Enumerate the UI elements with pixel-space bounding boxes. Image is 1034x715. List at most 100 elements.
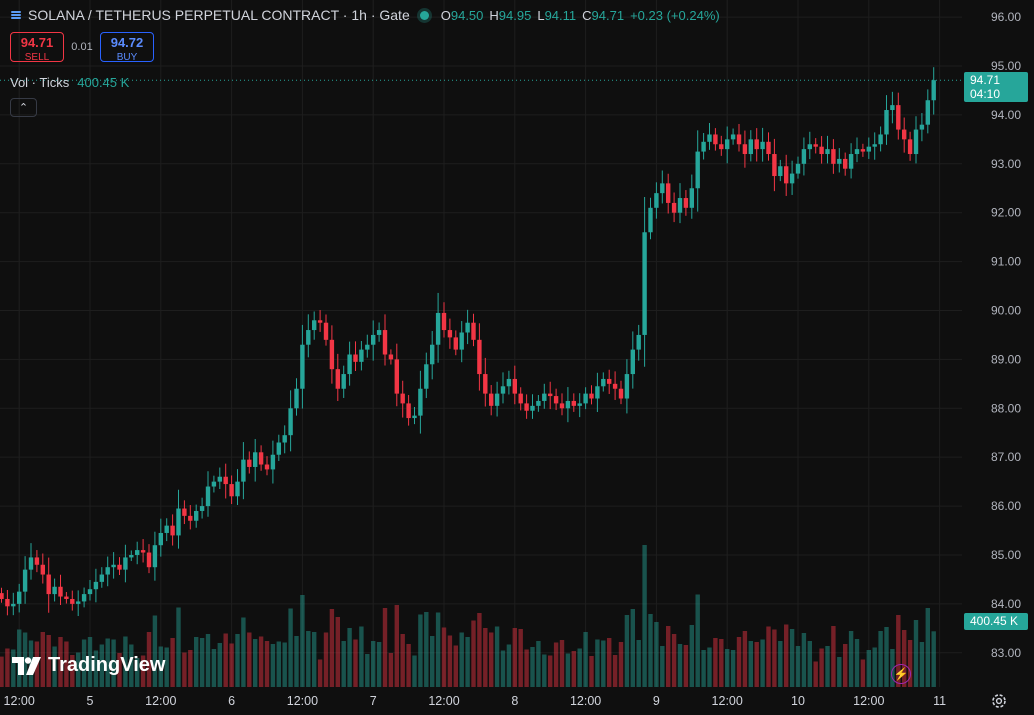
volume-bar (778, 641, 783, 687)
candle-body (589, 393, 594, 399)
volume-bar (795, 646, 801, 687)
candle-body (164, 525, 169, 533)
candle-body (772, 154, 777, 177)
candle-body (683, 198, 689, 208)
candle-body (400, 393, 405, 404)
candle-body (542, 393, 547, 401)
volume-bar (612, 655, 618, 687)
candle-body (766, 141, 771, 155)
volume-bar (518, 629, 523, 687)
volume-bar (589, 656, 594, 687)
candle-body (500, 386, 506, 394)
candle-body (784, 166, 789, 184)
volume-bar (258, 636, 264, 687)
candle-body (506, 378, 512, 387)
volume-bar (376, 642, 382, 687)
time-tick-label: 12:00 (4, 694, 35, 708)
menu-icon[interactable] (10, 9, 22, 21)
candle-body (81, 594, 87, 602)
volume-bar (748, 641, 753, 687)
volume-bar (182, 652, 187, 687)
volume-bar (164, 647, 169, 687)
volume-bar (577, 648, 582, 687)
candle-body (229, 484, 234, 497)
candle-body (848, 154, 854, 169)
sell-button[interactable]: 94.71 SELL (10, 32, 64, 63)
candle-body (907, 139, 913, 155)
candle-body (270, 454, 276, 470)
candle-body (571, 400, 576, 406)
buy-button[interactable]: 94.72 BUY (100, 32, 154, 63)
volume-bar (288, 608, 293, 687)
volume-bar (223, 633, 228, 687)
candle-body (329, 339, 335, 370)
volume-bar (294, 636, 299, 687)
volume-bar (205, 634, 211, 687)
candle-body (559, 403, 565, 409)
volume-bar (854, 639, 860, 687)
candle-body (831, 149, 836, 164)
price-tick-label: 89.00 (991, 352, 1021, 366)
candle-body (70, 598, 75, 604)
candle-body (760, 141, 765, 150)
candle-body (11, 603, 16, 607)
collapse-legend-button[interactable]: ⌃ (10, 98, 37, 117)
gear-icon[interactable] (990, 692, 1008, 710)
volume-bar (730, 650, 736, 687)
candle-body (194, 510, 199, 521)
volume-bar (772, 629, 777, 687)
candle-body (919, 124, 925, 130)
candle-body (577, 403, 582, 406)
price-tick-label: 84.00 (991, 597, 1021, 611)
volume-bar (595, 639, 600, 687)
candle-body (854, 149, 860, 155)
volume-bar (64, 641, 69, 687)
candle-body (241, 459, 246, 482)
volume-bar (412, 655, 417, 687)
candle-body (5, 598, 10, 607)
candle-body (624, 374, 630, 399)
volume-bar (701, 650, 706, 687)
price-axis: 96.00 95.00 94.00 93.00 92.00 91.00 90.00 89.00… (991, 10, 1021, 660)
lightning-icon[interactable]: ⚡ (891, 664, 911, 684)
volume-bar (872, 647, 877, 687)
volume-bar (660, 646, 665, 687)
volume-bar (542, 654, 547, 687)
candle-body (483, 374, 488, 394)
price-tick-label: 91.00 (991, 255, 1021, 269)
volume-bar (111, 639, 116, 687)
candle-body (825, 149, 830, 155)
candle-body (843, 158, 848, 169)
candle-body (553, 396, 559, 404)
candle-body (807, 144, 812, 150)
candle-body (170, 525, 175, 536)
candle-body (176, 508, 181, 536)
candle-body (878, 134, 883, 145)
volume-bar (907, 640, 913, 687)
price-tick-label: 85.00 (991, 548, 1021, 562)
time-tick-label: 9 (653, 694, 660, 708)
candle-body (459, 332, 464, 350)
volume-legend[interactable]: Vol · Ticks 400.45 K (10, 75, 130, 90)
volume-bar (0, 656, 4, 687)
candle-body (630, 349, 635, 375)
volume-bar (807, 641, 812, 687)
candle-body (282, 435, 287, 443)
volume-bar (188, 650, 193, 687)
symbol-title[interactable]: SOLANA / TETHERUS PERPETUAL CONTRACT · 1… (28, 7, 410, 23)
volume-bar (270, 644, 276, 687)
volume-bar (695, 594, 700, 687)
candle-body (247, 459, 252, 467)
volume-bar (654, 622, 659, 687)
candle-body (890, 105, 895, 111)
candle-body (477, 339, 482, 375)
time-tick-label: 12:00 (428, 694, 459, 708)
candle-body (512, 378, 517, 394)
volume-bar (253, 639, 258, 687)
volume-bar (559, 640, 565, 687)
volume-bar (500, 650, 506, 687)
volume-bar (400, 634, 405, 687)
tradingview-logo[interactable]: TradingView (12, 654, 165, 677)
candle-body (465, 322, 470, 333)
